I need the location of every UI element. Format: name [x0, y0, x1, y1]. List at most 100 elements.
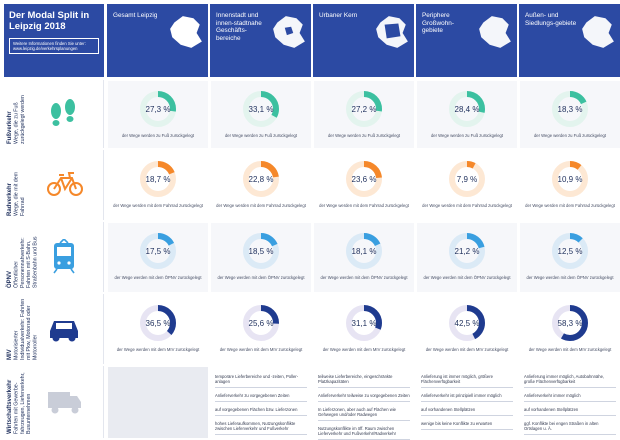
modal-share-donut: 17,5 %: [140, 233, 176, 269]
donut-segment: [552, 233, 588, 269]
percentage-label: 42,5 %: [455, 319, 480, 328]
cell-caption: der Wege werden zu Fuß zurückgelegt: [430, 133, 504, 138]
wirtschaft-cell: [107, 366, 208, 438]
modal-share-donut: 36,5 %: [140, 305, 176, 341]
list-item: auf vorhandenen Stellplätzen: [524, 405, 616, 416]
list-item: wenige bis keine Konflikte zu erwarten: [421, 419, 513, 430]
wirtschaft-list: Anlieferung immer möglich, Autobahnnähe,…: [524, 372, 616, 438]
footprints-icon: [51, 99, 75, 126]
percentage-label: 33,1 %: [249, 105, 274, 114]
list-item: teilweise Lieferbereiche, eingeschränkte…: [318, 372, 410, 388]
bicycle-icon: [47, 172, 83, 196]
modal-share-donut: 28,4 %: [449, 91, 485, 127]
cell-caption: der Wege werden mit dem Fahrrad zurückge…: [216, 203, 306, 208]
modal-share-cell: 28,4 % der Wege werden zu Fuß zurückgele…: [416, 80, 517, 148]
percentage-label: 12,5 %: [558, 247, 583, 256]
donut-segment: [346, 91, 382, 127]
row-label: ÖPNV Öffentlicher Personennahverkehr: Fah…: [7, 226, 39, 288]
tram-icon: [53, 239, 75, 274]
truck-icon: [48, 392, 81, 414]
donut-segment: [552, 91, 588, 127]
modal-share-cell: 18,7 % der Wege werden mit dem Fahrrad z…: [107, 150, 208, 220]
modal-share-donut: 23,6 %: [346, 161, 382, 197]
cell-caption: der Wege werden mit dem ÖPNV zurückgeleg…: [526, 275, 614, 280]
donut-segment: [552, 305, 588, 341]
donut-segment: [243, 91, 279, 127]
column-header-label: Gesamt Leipzig: [113, 12, 158, 19]
row-header-footprints: Fußverkehr Wege, die zu Fuß zurückgelegt …: [4, 80, 104, 148]
mode-description: Wege, die mit dem Fahrrad: [13, 171, 26, 216]
column-header-label: Außen- und Siedlungs-gebiete: [525, 12, 577, 27]
percentage-label: 25,6 %: [249, 319, 274, 328]
cell-caption: der Wege werden mit dem Fahrrad zurückge…: [319, 203, 409, 208]
percentage-label: 27,3 %: [146, 105, 171, 114]
row-header-car: MIV Motorisierter Individualverkehr: Fahr…: [4, 294, 104, 364]
percentage-label: 18,5 %: [249, 247, 274, 256]
donut-segment: [449, 233, 485, 269]
list-item: Anlieferverkehr zu vorgegebenen Zeiten: [215, 391, 307, 402]
row-header-bicycle: Radverkehr Wege, die mit dem Fahrrad: [4, 150, 104, 220]
mode-name: MIV: [7, 349, 13, 360]
mode-description: Fahrten mit Gewerbe-fahrzeugen, Lieferve…: [13, 372, 33, 434]
modal-share-donut: 27,2 %: [346, 91, 382, 127]
modal-share-cell: 18,1 % der Wege werden mit dem ÖPNV zurü…: [313, 222, 414, 292]
car-icon: [50, 321, 78, 342]
percentage-label: 58,3 %: [558, 319, 583, 328]
row-header-tram: ÖPNV Öffentlicher Personennahverkehr: Fah…: [4, 222, 104, 292]
row-label: Wirtschaftsverkehr Fahrten mit Gewerbe-fa…: [7, 370, 33, 434]
modal-share-cell: 23,6 % der Wege werden mit dem Fahrrad z…: [313, 150, 414, 220]
column-header: Gesamt Leipzig: [107, 4, 208, 77]
mode-description: Motorisierter Individualverkehr: Fahrten…: [13, 298, 39, 360]
modal-share-cell: 22,8 % der Wege werden mit dem Fahrrad z…: [210, 150, 311, 220]
column-header-label: Innenstadt und innen-stadtnahe Geschäfts…: [216, 12, 262, 42]
modal-share-cell: 18,5 % der Wege werden mit dem ÖPNV zurü…: [210, 222, 311, 292]
wirtschaft-cell: Anlieferung immer möglich, Autobahnnähe,…: [519, 366, 620, 438]
donut-segment: [243, 305, 279, 341]
column-header: Periphere Großwohn-gebiete: [416, 4, 517, 77]
percentage-label: 7,9 %: [457, 175, 477, 184]
percentage-label: 10,9 %: [558, 175, 583, 184]
mode-name: Radverkehr: [7, 182, 13, 216]
modal-share-donut: 42,5 %: [449, 305, 485, 341]
row-label: Radverkehr Wege, die mit dem Fahrrad: [7, 154, 26, 216]
list-item: Anlieferung ist immer möglich, größere F…: [421, 372, 513, 388]
donut-segment: [140, 233, 176, 269]
modal-share-donut: 33,1 %: [243, 91, 279, 127]
wirtschaft-list: temporäre Lieferbereiche und -zeiten, Po…: [215, 372, 307, 438]
cell-caption: der Wege werden mit dem ÖPNV zurückgeleg…: [320, 275, 408, 280]
modal-share-donut: 18,5 %: [243, 233, 279, 269]
cell-caption: der Wege werden mit dem Fahrrad zurückge…: [525, 203, 615, 208]
percentage-label: 18,7 %: [146, 175, 171, 184]
modal-share-donut: 31,1 %: [346, 305, 382, 341]
cell-caption: der Wege werden mit dem ÖPNV zurückgeleg…: [423, 275, 511, 280]
modal-share-cell: 31,1 % der Wege werden mit dem MIV zurüc…: [313, 294, 414, 364]
modal-share-donut: 18,1 %: [346, 233, 382, 269]
wirtschaft-cell: teilweise Lieferbereiche, eingeschränkte…: [313, 366, 414, 440]
wirtschaft-cell: Anlieferung ist immer möglich, größere F…: [416, 366, 517, 438]
wirtschaft-list: teilweise Lieferbereiche, eingeschränkte…: [318, 372, 410, 440]
percentage-label: 21,2 %: [455, 247, 480, 256]
donut-segment: [449, 161, 485, 197]
title-box: Der Modal Split in Leipzig 2018 Weitere …: [4, 4, 104, 77]
percentage-label: 23,6 %: [352, 175, 377, 184]
wirtschaft-cell: temporäre Lieferbereiche und -zeiten, Po…: [210, 366, 311, 438]
modal-share-cell: 42,5 % der Wege werden mit dem MIV zurüc…: [416, 294, 517, 364]
mode-description: Öffentlicher Personennahverkehr: Fahrten…: [13, 236, 39, 288]
modal-share-cell: 7,9 % der Wege werden mit dem Fahrrad zu…: [416, 150, 517, 220]
cell-caption: der Wege werden mit dem MIV zurückgelegt: [425, 347, 509, 352]
modal-share-cell: 33,1 % der Wege werden zu Fuß zurückgele…: [210, 80, 311, 148]
donut-segment: [552, 161, 588, 197]
percentage-label: 17,5 %: [146, 247, 171, 256]
modal-share-cell: 25,6 % der Wege werden mit dem MIV zurüc…: [210, 294, 311, 364]
district-map-icon: [582, 16, 614, 48]
mode-description: Wege, die zu Fuß zurückgelegt werden: [13, 95, 26, 144]
column-header-label: Periphere Großwohn-gebiete: [422, 12, 454, 35]
info-note: Weitere Informationen finden Sie unter: …: [9, 38, 99, 55]
modal-share-donut: 10,9 %: [552, 161, 588, 197]
column-header: Innenstadt und innen-stadtnahe Geschäfts…: [210, 4, 311, 77]
modal-share-donut: 25,6 %: [243, 305, 279, 341]
cell-caption: der Wege werden mit dem ÖPNV zurückgeleg…: [217, 275, 305, 280]
cell-caption: der Wege werden mit dem MIV zurückgelegt: [322, 347, 406, 352]
cell-caption: der Wege werden mit dem Fahrrad zurückge…: [113, 203, 203, 208]
percentage-label: 18,3 %: [558, 105, 583, 114]
